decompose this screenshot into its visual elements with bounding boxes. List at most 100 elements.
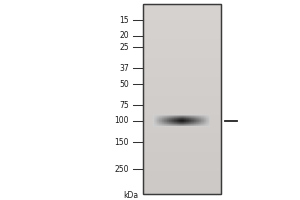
- Bar: [180, 121, 181, 122]
- Bar: [172, 125, 173, 126]
- Bar: [183, 117, 184, 118]
- Bar: [194, 116, 195, 117]
- Bar: [142, 149, 220, 150]
- Bar: [170, 118, 171, 119]
- Bar: [142, 123, 220, 124]
- Bar: [175, 121, 176, 122]
- Bar: [142, 88, 220, 89]
- Bar: [142, 181, 220, 182]
- Bar: [158, 126, 159, 127]
- Bar: [176, 126, 177, 127]
- Bar: [201, 115, 202, 116]
- Bar: [142, 101, 220, 102]
- Bar: [153, 119, 154, 120]
- Bar: [173, 119, 174, 120]
- Bar: [180, 124, 181, 125]
- Bar: [201, 119, 202, 120]
- Bar: [142, 76, 220, 77]
- Bar: [187, 116, 188, 117]
- Bar: [142, 160, 220, 161]
- Bar: [209, 124, 210, 125]
- Bar: [190, 126, 191, 127]
- Bar: [199, 121, 200, 122]
- Bar: [187, 115, 188, 116]
- Bar: [206, 118, 207, 119]
- Bar: [173, 115, 174, 116]
- Bar: [168, 121, 169, 122]
- Bar: [174, 115, 175, 116]
- Bar: [207, 121, 208, 122]
- Bar: [167, 116, 168, 117]
- Bar: [179, 124, 180, 125]
- Bar: [189, 117, 190, 118]
- Bar: [175, 126, 176, 127]
- Bar: [153, 125, 154, 126]
- Bar: [169, 119, 170, 120]
- Bar: [178, 120, 179, 121]
- Bar: [206, 117, 207, 118]
- Bar: [185, 121, 186, 122]
- Bar: [142, 25, 220, 26]
- Bar: [185, 126, 186, 127]
- Bar: [193, 117, 194, 118]
- Bar: [177, 117, 178, 118]
- Bar: [153, 121, 154, 122]
- Bar: [142, 51, 220, 52]
- Bar: [158, 115, 159, 116]
- Bar: [142, 89, 220, 90]
- Bar: [174, 116, 175, 117]
- Bar: [155, 120, 156, 121]
- Bar: [142, 4, 220, 5]
- Bar: [187, 123, 188, 124]
- Bar: [172, 125, 173, 126]
- Bar: [153, 124, 154, 125]
- Bar: [142, 151, 220, 152]
- Bar: [195, 119, 196, 120]
- Bar: [207, 119, 208, 120]
- Bar: [184, 115, 185, 116]
- Bar: [142, 87, 220, 88]
- Bar: [142, 16, 220, 17]
- Bar: [188, 117, 189, 118]
- Bar: [196, 126, 197, 127]
- Bar: [195, 118, 196, 119]
- Bar: [200, 119, 201, 120]
- Bar: [183, 125, 184, 126]
- Bar: [142, 94, 220, 95]
- Bar: [200, 120, 201, 121]
- Bar: [142, 84, 220, 85]
- Bar: [165, 115, 166, 116]
- Bar: [174, 121, 175, 122]
- Bar: [181, 117, 182, 118]
- Bar: [201, 116, 202, 117]
- Bar: [205, 115, 206, 116]
- Bar: [168, 119, 169, 120]
- Bar: [202, 124, 203, 125]
- Bar: [169, 121, 170, 122]
- Bar: [184, 115, 185, 116]
- Bar: [199, 121, 200, 122]
- Bar: [142, 21, 220, 22]
- Bar: [142, 48, 220, 49]
- Bar: [159, 121, 160, 122]
- Bar: [158, 124, 159, 125]
- Bar: [142, 137, 220, 138]
- Bar: [203, 117, 204, 118]
- Bar: [162, 120, 163, 121]
- Bar: [142, 23, 220, 24]
- Text: 15: 15: [119, 16, 129, 25]
- Bar: [162, 125, 163, 126]
- Bar: [208, 120, 209, 121]
- Bar: [208, 125, 209, 126]
- Bar: [156, 126, 157, 127]
- Bar: [142, 134, 220, 135]
- Bar: [142, 94, 220, 95]
- Bar: [142, 168, 220, 169]
- Bar: [178, 116, 179, 117]
- Bar: [176, 119, 177, 120]
- Bar: [199, 119, 200, 120]
- Bar: [182, 125, 183, 126]
- Bar: [142, 180, 220, 181]
- Bar: [194, 119, 195, 120]
- Bar: [202, 125, 203, 126]
